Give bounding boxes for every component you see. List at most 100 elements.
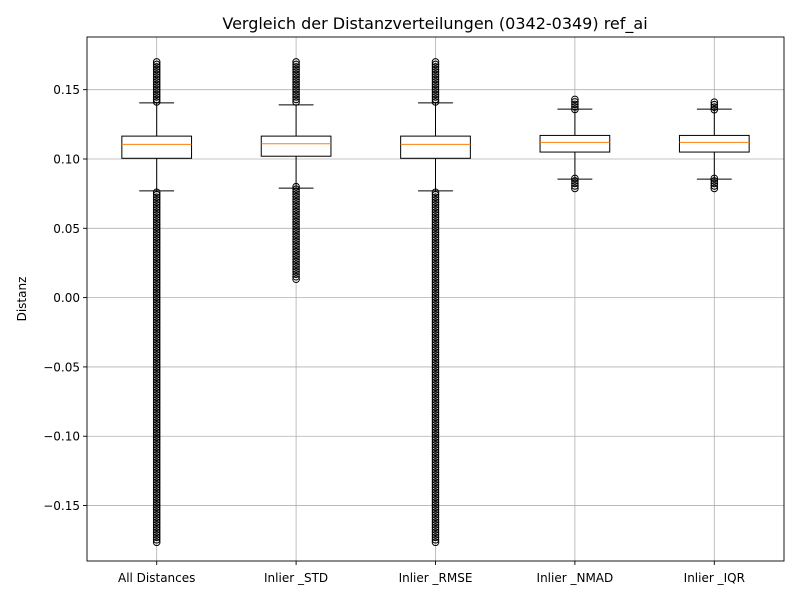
outlier-point-low: [152, 228, 161, 237]
outlier-point-high: [292, 88, 300, 96]
outlier-point-low: [152, 245, 161, 254]
outlier-point-low: [431, 295, 440, 304]
outlier-point-low: [152, 238, 161, 247]
outlier-point-low: [431, 513, 440, 522]
outlier-point-low: [152, 440, 161, 449]
outlier-point-low: [152, 508, 161, 517]
outlier-point-low: [152, 303, 161, 312]
outlier-point-low: [292, 190, 300, 199]
outlier-point-low: [152, 405, 161, 414]
outlier-point-low: [292, 227, 300, 236]
box-group: [678, 98, 750, 193]
outlier-point-low: [431, 323, 440, 332]
outlier-point-high: [292, 83, 300, 91]
outlier-point-low: [152, 200, 161, 209]
outlier-point-low: [431, 278, 440, 287]
y-axis-ticks: −0.15 −0.10 −0.05 0.00 0.05 0.10 0.15: [43, 83, 87, 513]
outlier-point-low: [431, 425, 440, 434]
outlier-point-low: [152, 300, 161, 309]
outlier-point-low: [292, 272, 300, 281]
outlier-point-low: [431, 195, 440, 204]
outlier-point-low: [152, 493, 161, 502]
outlier-point-low: [152, 353, 161, 362]
outlier-point-low: [152, 285, 161, 294]
outlier-point-low: [431, 508, 440, 517]
outlier-point-low: [431, 415, 440, 424]
outlier-point-low: [292, 257, 300, 266]
outlier-point-low: [292, 225, 300, 234]
outlier-point-low: [431, 220, 440, 229]
outlier-point-low: [292, 260, 300, 269]
outlier-point-low: [431, 400, 440, 409]
outlier-point-low: [431, 533, 440, 542]
outlier-point-low: [152, 198, 161, 207]
outlier-point-low: [152, 488, 161, 497]
outlier-point-low: [152, 358, 161, 367]
box-group: [400, 58, 471, 547]
outlier-point-low: [431, 215, 440, 224]
outlier-point-low: [152, 498, 161, 507]
outlier-point-low: [152, 195, 161, 204]
outlier-point-low: [292, 245, 300, 254]
outlier-point-low: [292, 275, 300, 284]
outlier-point-low: [431, 535, 440, 544]
outlier-point-low: [431, 205, 440, 214]
outlier-point-low: [431, 455, 440, 464]
outlier-point-low: [431, 343, 440, 352]
outlier-point-low: [152, 395, 161, 404]
outlier-point-low: [431, 350, 440, 359]
box-group: [121, 58, 193, 547]
outlier-point-low: [152, 473, 161, 482]
outlier-point-low: [431, 413, 440, 422]
outlier-point-low: [431, 395, 440, 404]
outlier-point-low: [152, 313, 161, 322]
y-tick-label: 0.15: [53, 83, 80, 97]
outlier-point-low: [152, 408, 161, 417]
outlier-point-high: [710, 100, 719, 109]
outlier-point-high: [152, 58, 161, 66]
outlier-point-low: [152, 225, 161, 234]
box-group: [260, 58, 332, 284]
outlier-point-low: [152, 523, 161, 532]
outlier-point-low: [431, 433, 440, 442]
outlier-point-low: [152, 438, 161, 447]
outlier-point-low: [431, 458, 440, 467]
outlier-point-low: [152, 375, 161, 384]
box-group: [539, 95, 611, 193]
outlier-point-high: [431, 65, 440, 74]
outlier-point-high: [152, 83, 161, 91]
outlier-point-low: [152, 265, 161, 274]
box-iqr: [539, 134, 611, 153]
outlier-point-low: [292, 215, 300, 224]
outlier-point-low: [152, 380, 161, 389]
outlier-point-low: [152, 273, 161, 282]
y-axis-label: Distanz: [15, 277, 29, 322]
outlier-point-low: [431, 360, 440, 369]
outlier-point-low: [431, 390, 440, 399]
outlier-point-low: [152, 305, 161, 314]
outlier-point-high: [571, 98, 579, 106]
outlier-point-low: [152, 250, 161, 259]
outlier-point-low: [152, 320, 161, 329]
outlier-point-low: [431, 523, 440, 532]
outlier-point-low: [431, 305, 440, 314]
outlier-point-low: [152, 215, 161, 224]
outlier-point-high: [292, 85, 300, 94]
outlier-point-low: [431, 445, 440, 454]
outlier-point-low: [152, 495, 161, 504]
outlier-point-low: [431, 250, 440, 259]
outlier-point-low: [152, 525, 161, 534]
outlier-point-low: [431, 288, 440, 297]
outlier-point-low: [431, 248, 440, 257]
outlier-point-low: [292, 195, 300, 204]
outlier-point-high: [152, 65, 161, 74]
outlier-point-high: [152, 93, 161, 101]
outlier-point-low: [152, 210, 161, 219]
outlier-point-low: [431, 538, 440, 547]
outlier-point-low: [292, 232, 300, 241]
outlier-point-low: [152, 410, 161, 419]
outlier-point-low: [152, 530, 161, 539]
outlier-point-low: [431, 525, 440, 534]
outlier-point-low: [152, 335, 161, 344]
